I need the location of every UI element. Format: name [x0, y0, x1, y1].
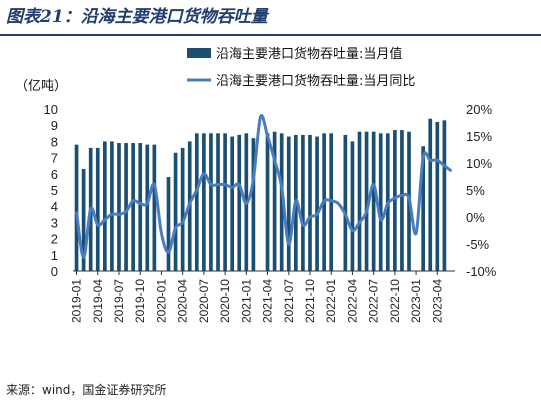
x-tick-label: 2022-10: [388, 279, 402, 323]
bar: [117, 143, 121, 271]
bar: [180, 147, 185, 271]
y-tick-label: 5: [51, 183, 58, 198]
y2-tick-label: 5%: [466, 183, 485, 198]
y-tick-label: 0: [51, 264, 58, 279]
x-tick-label: 2023-01: [409, 279, 423, 323]
bar: [110, 141, 114, 271]
x-tick-label: 2020-01: [154, 279, 168, 323]
yoy-line: [75, 114, 453, 260]
bar: [428, 118, 433, 271]
y-tick-label: 8: [51, 134, 58, 149]
bar: [131, 143, 135, 271]
source-note: 来源：wind，国金证券研究所: [6, 383, 167, 397]
bar: [286, 136, 291, 271]
bar: [393, 130, 397, 271]
y2-tick-label: 15%: [466, 129, 492, 144]
y-tick-label: 1: [51, 248, 58, 263]
y-tick-label: 9: [51, 118, 58, 133]
x-tick-label: 2019-04: [91, 279, 105, 323]
x-tick-label: 2020-07: [197, 279, 211, 323]
bar: [216, 133, 220, 271]
legend-bar-label: 沿海主要港口货物吞吐量:当月值: [216, 46, 402, 62]
y2-tick-label: 0%: [466, 210, 485, 225]
x-tick-label: 2022-07: [367, 279, 381, 323]
x-tick-label: 2021-01: [239, 279, 253, 323]
x-tick-label: 2019-10: [133, 279, 147, 323]
bar: [435, 121, 440, 272]
bar: [152, 144, 157, 271]
bar: [400, 130, 404, 271]
bar: [265, 133, 270, 271]
bar: [343, 134, 348, 271]
x-axis-ticks: 2019-01 2019-04 2019-07 2019-10 2020-01 2020-…: [70, 271, 444, 323]
y-tick-label: 4: [51, 199, 58, 214]
x-tick-label: 2019-07: [112, 279, 126, 323]
bar: [272, 131, 277, 271]
bar: [237, 134, 242, 271]
y2-tick-label: 10%: [466, 156, 492, 171]
bar: [230, 136, 235, 271]
bar: [378, 133, 383, 271]
bar: [371, 131, 376, 271]
line-series: [75, 114, 453, 260]
x-tick-label: 2019-01: [70, 279, 84, 323]
y-tick-label: 2: [51, 232, 58, 247]
y-tick-label: 10: [44, 102, 58, 117]
bar: [223, 133, 227, 271]
y2-tick-label: -10%: [466, 264, 497, 279]
legend-line-label: 沿海主要港口货物吞吐量:当月同比: [216, 73, 415, 89]
x-tick-label: 2020-04: [176, 279, 190, 323]
legend-bar-swatch: [187, 48, 211, 58]
bar: [279, 133, 284, 271]
x-tick-label: 2023-04: [430, 279, 444, 323]
x-tick-label: 2022-01: [324, 279, 338, 323]
bar: [138, 143, 143, 271]
bar: [124, 143, 128, 271]
x-tick-label: 2021-04: [261, 279, 275, 323]
bar: [209, 133, 213, 271]
bar: [357, 131, 362, 271]
bar: [81, 168, 86, 271]
bar: [95, 147, 100, 271]
y2-tick-label: 20%: [466, 102, 492, 117]
legend: 沿海主要港口货物吞吐量:当月值 沿海主要港口货物吞吐量:当月同比: [187, 46, 415, 89]
y-axis-unit: （亿吨）: [15, 79, 67, 94]
x-tick-label: 2020-10: [218, 279, 232, 323]
bar: [315, 136, 319, 271]
x-tick-label: 2021-07: [282, 279, 296, 323]
bar: [301, 134, 305, 271]
bar-series: [74, 118, 447, 272]
bar: [308, 134, 312, 271]
chart-title: 图表21：沿海主要港口货物吞吐量: [6, 7, 268, 27]
y-tick-label: 6: [51, 167, 58, 182]
bar: [102, 141, 107, 271]
y-tick-label: 7: [51, 151, 58, 166]
bar: [74, 144, 79, 271]
bar: [145, 144, 150, 271]
bar: [166, 177, 171, 271]
right-axis-ticks: -10% -5% 0% 5% 10% 15% 20%: [466, 102, 497, 279]
bar: [251, 138, 256, 271]
x-tick-label: 2022-04: [345, 279, 359, 323]
y2-tick-label: -5%: [466, 237, 490, 252]
bar: [350, 141, 355, 271]
bar: [364, 131, 369, 271]
x-tick-label: 2021-10: [303, 279, 317, 323]
bar: [194, 133, 199, 271]
bar: [202, 133, 206, 271]
bar: [173, 152, 178, 271]
title-divider: [0, 34, 541, 36]
y-tick-label: 3: [51, 215, 58, 230]
bar: [442, 120, 447, 271]
bar: [421, 146, 426, 271]
